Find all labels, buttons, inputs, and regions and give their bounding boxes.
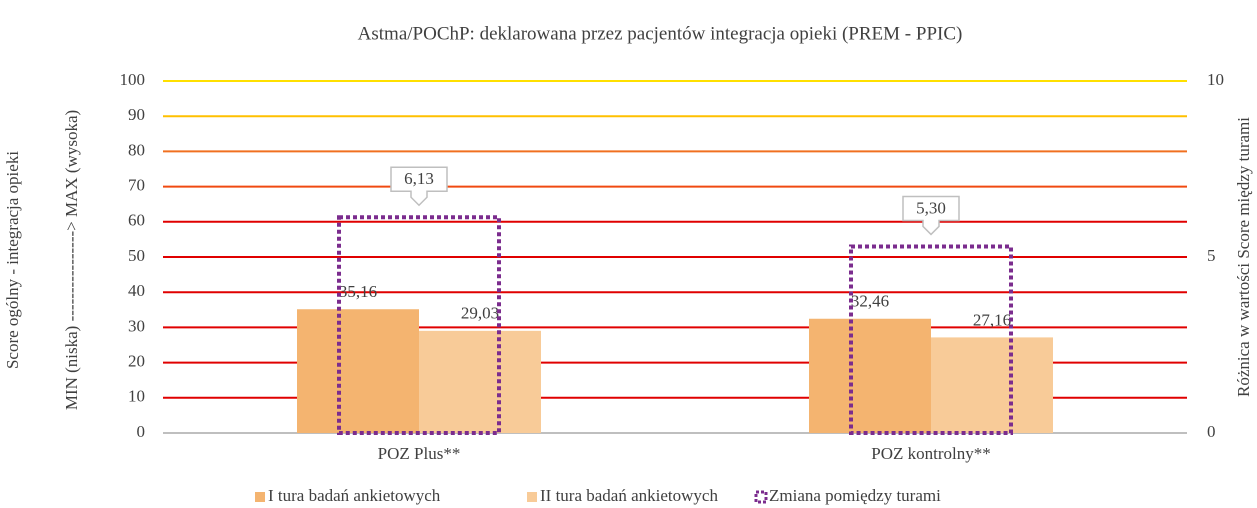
- y-tick-label: 80: [128, 140, 145, 159]
- y-tick-label: 50: [128, 246, 145, 265]
- chart-title: Astma/POChP: deklarowana przez pacjentów…: [358, 23, 963, 44]
- y-tick-label: 60: [128, 211, 145, 230]
- y2-tick-label: 5: [1207, 246, 1216, 265]
- value-label: 32,46: [851, 292, 889, 311]
- value-label: 6,13: [404, 169, 434, 188]
- callout: [902, 195, 960, 236]
- change-box: [849, 244, 1013, 435]
- legend-swatch: [255, 492, 265, 502]
- y-axis-title: Score ogólny - integracja opieki: [3, 151, 22, 369]
- y-tick-label: 40: [128, 281, 145, 300]
- bar: [931, 337, 1053, 433]
- y-tick-label: 70: [128, 176, 145, 195]
- value-label: 35,16: [339, 282, 377, 301]
- change-box: [337, 215, 501, 435]
- bar: [419, 330, 541, 433]
- bar: [809, 318, 931, 433]
- y-axis-title: MIN (niska) ----------------> MAX (wysok…: [62, 110, 81, 410]
- legend-swatch: [527, 492, 537, 502]
- y-tick-label: 0: [137, 422, 146, 441]
- y2-tick-label: 10: [1207, 70, 1224, 89]
- y-tick-label: 10: [128, 387, 145, 406]
- legend-label: II tura badań ankietowych: [540, 486, 718, 505]
- legend-label: I tura badań ankietowych: [268, 486, 441, 505]
- bar: [297, 309, 419, 433]
- x-tick-label: POZ Plus**: [378, 444, 461, 463]
- x-tick-label: POZ kontrolny**: [871, 444, 990, 463]
- y-tick-label: 20: [128, 352, 145, 371]
- legend-swatch: [754, 490, 768, 504]
- y2-axis-title: Różnica w wartości Score między turami: [1234, 117, 1253, 397]
- y2-tick-label: 0: [1207, 422, 1216, 441]
- y-tick-label: 30: [128, 316, 145, 335]
- y-tick-label: 90: [128, 105, 145, 124]
- value-label: 5,30: [916, 198, 946, 217]
- value-label: 27,16: [973, 310, 1011, 329]
- value-label: 29,03: [461, 304, 499, 323]
- legend-label: Zmiana pomiędzy turami: [769, 486, 941, 505]
- callout: [390, 166, 448, 207]
- y-tick-label: 100: [120, 70, 146, 89]
